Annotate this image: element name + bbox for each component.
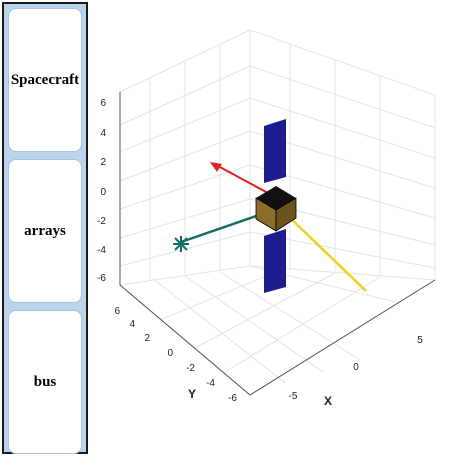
z-tick-label: -2 [97,216,106,227]
3d-plot-area[interactable]: 6 4 2 0 -2 -4 -6 6 4 2 0 -2 -4 -6 -5 0 5… [90,0,460,460]
y-tick-label: 2 [144,333,150,344]
red-arrow [210,162,269,194]
y-tick-label: -6 [228,393,237,404]
x-tick-labels: -5 0 5 [289,335,424,402]
y-tick-label: 6 [114,306,120,317]
green-arrow [173,210,269,252]
grid-lines [119,29,436,396]
bus-button[interactable]: bus [8,310,82,454]
z-tick-label: 4 [100,128,106,139]
spacecraft-bus-cube[interactable] [255,186,297,232]
y-tick-label: 0 [167,348,173,359]
axes [119,92,436,396]
y-tick-label: -4 [206,378,215,389]
z-tick-labels: 6 4 2 0 -2 -4 -6 [97,98,106,284]
upper-solar-array[interactable] [264,119,286,183]
x-tick-label: -5 [289,391,298,402]
x-tick-label: 5 [417,335,423,346]
component-sidebar: Spacecraft arrays bus [2,2,88,454]
z-tick-label: -4 [97,245,106,256]
arrays-button[interactable]: arrays [8,159,82,303]
y-axis-label: Y [188,387,196,401]
spacecraft-button[interactable]: Spacecraft [8,8,82,152]
y-tick-label: -2 [186,363,195,374]
z-tick-label: -6 [97,273,106,284]
x-tick-label: 0 [353,362,359,373]
y-tick-label: 4 [129,319,135,330]
y-tick-labels: 6 4 2 0 -2 -4 -6 [114,306,237,404]
z-tick-label: 2 [100,157,106,168]
x-axis-label: X [324,394,332,408]
z-tick-label: 0 [100,187,106,198]
yellow-arrow [285,213,367,292]
lower-solar-array[interactable] [264,229,286,293]
z-tick-label: 6 [100,98,106,109]
